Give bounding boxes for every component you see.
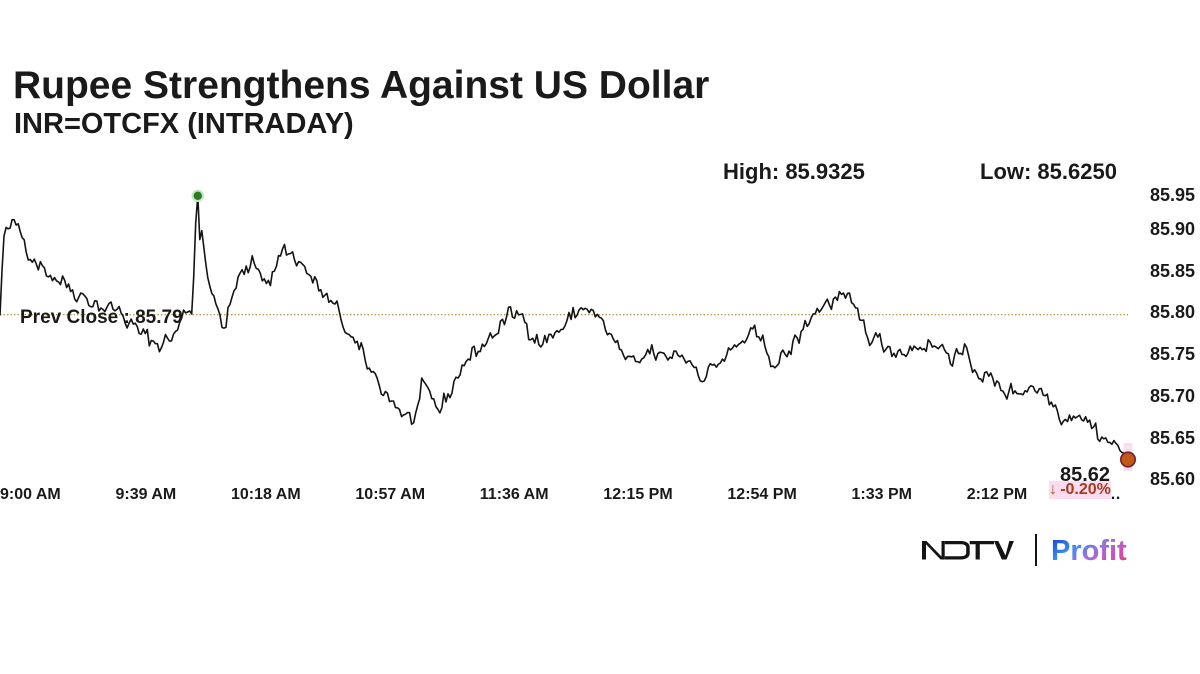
svg-text:Profit: Profit bbox=[1051, 535, 1127, 567]
